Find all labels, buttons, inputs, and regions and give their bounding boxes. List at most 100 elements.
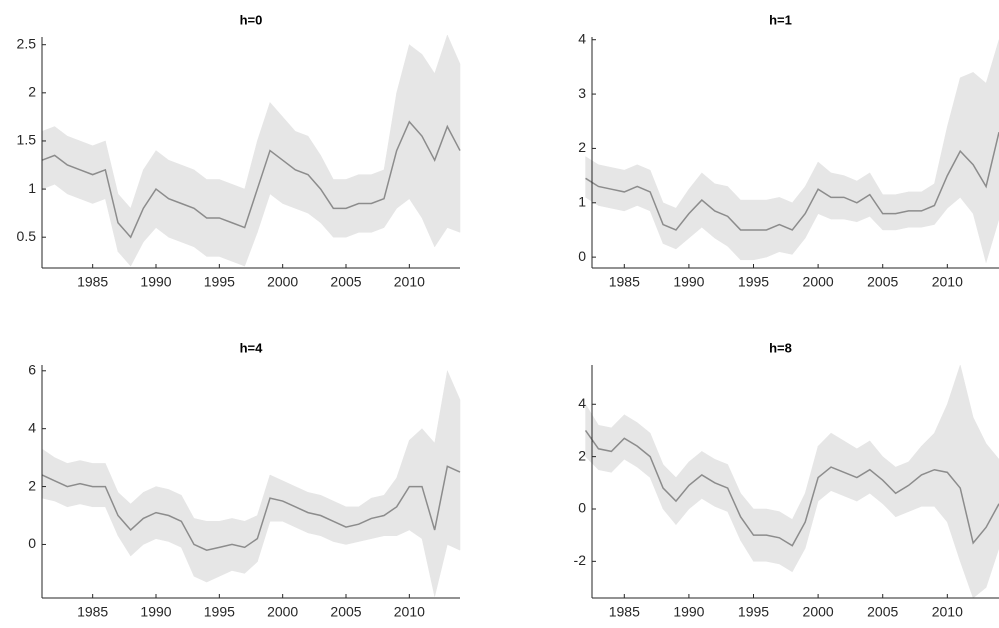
band [611,414,625,473]
band [830,172,845,220]
band [269,101,283,205]
y-tick-label: 3 [578,85,586,101]
subplot: 1985 1990 1995 2000 2005 2010 0.5 1 1.5 2 2.5 h=0 [17,12,461,290]
band [792,185,806,256]
band [244,140,258,267]
band [92,463,106,508]
x-tick-label: 2005 [330,274,361,290]
x-tick-label: 2005 [867,274,898,290]
band [421,53,435,247]
band [959,364,974,599]
x-tick-label: 1995 [738,274,769,290]
band [934,404,948,523]
line [585,131,999,231]
y-tick-label: 1 [578,193,586,209]
band [307,135,321,224]
band [130,169,144,267]
band [934,126,948,226]
band [41,448,55,502]
y-tick-label: 4 [578,30,586,46]
x-tick-label: 2005 [867,604,898,620]
y-tick-label: 4 [578,395,586,411]
band [843,440,858,502]
band [908,445,922,512]
subplot-title: h=0 [240,12,263,27]
band [282,116,296,209]
band [688,172,703,239]
band [117,491,131,557]
x-tick-label: 2000 [267,274,298,290]
x-tick-label: 2010 [932,604,963,620]
y-tick-label: 1.5 [17,132,37,148]
line [41,120,461,239]
y-tick-label: 2 [28,477,36,493]
band [830,432,845,497]
band [434,370,448,597]
band [320,155,334,238]
y-tick-label: -2 [574,552,587,568]
band [447,370,461,551]
band [921,183,935,228]
x-tick-label: 1985 [609,604,640,620]
x-tick-label: 1985 [77,604,108,620]
x-tick-label: 2010 [932,274,963,290]
y-tick-label: 2 [578,139,586,155]
band [985,39,999,263]
x-tick-label: 2000 [267,604,298,620]
band [244,515,258,574]
band [383,477,397,537]
y-tick-label: 0.5 [17,228,37,244]
band [972,417,987,599]
x-tick-label: 1990 [673,604,704,620]
y-tick-label: 2.5 [17,35,37,51]
band [882,194,896,231]
y-tick-label: 0 [578,248,586,264]
subplot: 1985 1990 1995 2000 2005 2010 -2 0 2 4 h=8 [574,340,999,620]
band [193,518,207,583]
band [908,191,922,228]
band [181,495,195,577]
band [447,34,461,233]
y-tick-label: 4 [28,419,36,435]
y-tick-label: 6 [28,361,36,377]
x-tick-label: 1990 [140,604,171,620]
x-tick-label: 2010 [394,274,425,290]
band [434,34,448,248]
y-tick-label: 0 [28,535,36,551]
band [421,428,435,597]
band [740,492,754,563]
subplot: 1985 1990 1995 2000 2005 2010 0 2 4 6 h=4 [28,340,461,620]
band [675,188,690,250]
band [869,171,883,231]
y-tick-label: 1 [28,180,36,196]
x-tick-label: 2005 [330,604,361,620]
band [856,172,871,223]
x-tick-label: 2000 [803,274,834,290]
line [41,465,461,552]
line [584,430,999,547]
x-tick-label: 1990 [673,274,704,290]
band [206,521,220,583]
band [396,440,410,537]
x-tick-label: 1995 [204,604,235,620]
x-tick-label: 1985 [609,274,640,290]
subplot-title: h=1 [769,12,792,27]
subplot-title: h=8 [769,340,792,355]
y-tick-label: 2 [28,84,36,100]
band [624,414,638,468]
x-tick-label: 1990 [140,274,171,290]
subplot-title: h=4 [240,340,264,355]
band [869,440,883,505]
band [409,44,423,219]
x-tick-label: 1985 [77,274,108,290]
band [409,428,423,540]
x-tick-label: 2010 [394,604,425,620]
band [947,364,961,562]
band [257,102,271,233]
x-tick-label: 2000 [803,604,834,620]
band [636,422,651,479]
band [947,77,961,209]
y-tick-label: 2 [578,447,586,463]
subplot: 1985 1990 1995 2000 2005 2010 0 1 2 3 4 h=1 [578,12,999,290]
